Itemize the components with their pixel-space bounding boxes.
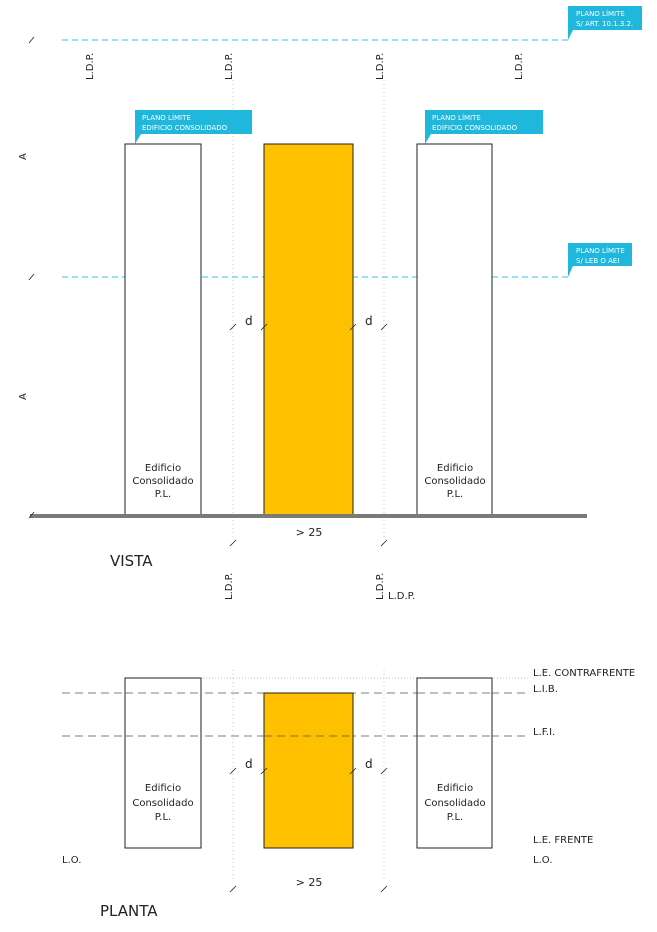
planta-d-left: d	[229, 757, 268, 775]
ldp-top-label-3: L.D.P.	[375, 53, 386, 80]
vista-building-center	[263, 143, 354, 516]
lo-left-label: L.O.	[62, 855, 81, 866]
vista-building-left-label: Edificio Consolidado P.L.	[132, 463, 193, 500]
height-mark-lower: A	[18, 393, 29, 400]
svg-text:EDIFICIO CONSOLIDADO: EDIFICIO CONSOLIDADO	[432, 124, 518, 132]
svg-text:Edificio: Edificio	[437, 463, 473, 474]
planta-building-left	[124, 677, 202, 849]
vista-d-right: d	[349, 314, 388, 331]
svg-text:P.L.: P.L.	[155, 489, 171, 500]
vista-building-right-label: Edificio Consolidado P.L.	[424, 463, 485, 500]
svg-text:d: d	[365, 314, 373, 328]
callout-left-building: PLANO LÍMITE EDIFICIO CONSOLIDADO	[135, 110, 252, 144]
svg-text:Edificio: Edificio	[145, 463, 181, 474]
planta-d-right: d	[349, 757, 388, 775]
vista-building-right	[416, 143, 493, 516]
svg-text:d: d	[245, 314, 253, 328]
height-mark-upper: A	[18, 153, 29, 160]
planta-width-label: > 25	[296, 876, 323, 889]
planta-building-right-label: Edificio Consolidado P.L.	[424, 783, 485, 823]
vista-width-tick-right	[380, 539, 388, 547]
svg-text:PLANO LÍMITE: PLANO LÍMITE	[432, 113, 481, 122]
svg-text:d: d	[365, 757, 373, 771]
svg-text:Consolidado: Consolidado	[132, 798, 193, 809]
svg-text:P.L.: P.L.	[447, 489, 463, 500]
svg-text:P.L.: P.L.	[155, 812, 171, 823]
svg-text:PLANO LÍMITE: PLANO LÍMITE	[142, 113, 191, 122]
limit-plane-tick-top	[28, 36, 35, 44]
ground-line	[30, 514, 587, 518]
svg-text:S/ ART. 10.1.3.2.: S/ ART. 10.1.3.2.	[576, 20, 633, 28]
callout-mid-right: PLANO LÍMITE S/ LEB O AEI	[568, 243, 632, 277]
ground-tick	[28, 511, 35, 519]
svg-text:Consolidado: Consolidado	[132, 476, 193, 487]
planta-width-tick-left	[229, 885, 237, 893]
callout-right-building: PLANO LÍMITE EDIFICIO CONSOLIDADO	[425, 110, 543, 144]
vista-width-tick-left	[229, 539, 237, 547]
planta-section: L.E. CONTRAFRENTE L.I.B. L.F.I. Edificio…	[62, 668, 635, 920]
le-frente-label: L.E. FRENTE	[533, 835, 593, 846]
vista-width-label: > 25	[296, 526, 323, 539]
svg-text:EDIFICIO CONSOLIDADO: EDIFICIO CONSOLIDADO	[142, 124, 228, 132]
vista-section: PLANO LÍMITE S/ ART. 10.1.3.2. PLANO LÍM…	[18, 6, 642, 602]
svg-text:Edificio: Edificio	[145, 783, 181, 794]
svg-text:Consolidado: Consolidado	[424, 476, 485, 487]
svg-text:Edificio: Edificio	[437, 783, 473, 794]
planta-width-tick-right	[380, 885, 388, 893]
ldp-bottom-label-1: L.D.P.	[224, 573, 235, 600]
svg-text:PLANO LÍMITE: PLANO LÍMITE	[576, 246, 625, 255]
planta-building-center	[263, 692, 354, 849]
callout-top-right: PLANO LÍMITE S/ ART. 10.1.3.2.	[568, 6, 642, 40]
ldp-extra-label: L.D.P.	[388, 591, 415, 602]
svg-text:P.L.: P.L.	[447, 812, 463, 823]
ldp-top-label-2: L.D.P.	[224, 53, 235, 80]
vista-building-left	[124, 143, 202, 516]
lfi-label: L.F.I.	[533, 727, 555, 738]
ldp-top-label-4: L.D.P.	[514, 53, 525, 80]
lo-right-label: L.O.	[533, 855, 552, 866]
svg-text:PLANO LÍMITE: PLANO LÍMITE	[576, 9, 625, 18]
vista-d-left: d	[229, 314, 268, 331]
lib-label: L.I.B.	[533, 684, 558, 695]
ldp-bottom-label-2: L.D.P.	[375, 573, 386, 600]
svg-text:Consolidado: Consolidado	[424, 798, 485, 809]
vista-title: VISTA	[110, 552, 153, 570]
limit-plane-tick-mid	[28, 273, 35, 281]
svg-text:d: d	[245, 757, 253, 771]
planta-title: PLANTA	[100, 902, 158, 920]
le-contrafrente-label: L.E. CONTRAFRENTE	[533, 668, 635, 679]
svg-text:S/ LEB O AEI: S/ LEB O AEI	[576, 257, 619, 265]
planta-building-right	[416, 677, 493, 849]
ldp-top-label-1: L.D.P.	[85, 53, 96, 80]
planta-building-left-label: Edificio Consolidado P.L.	[132, 783, 193, 823]
